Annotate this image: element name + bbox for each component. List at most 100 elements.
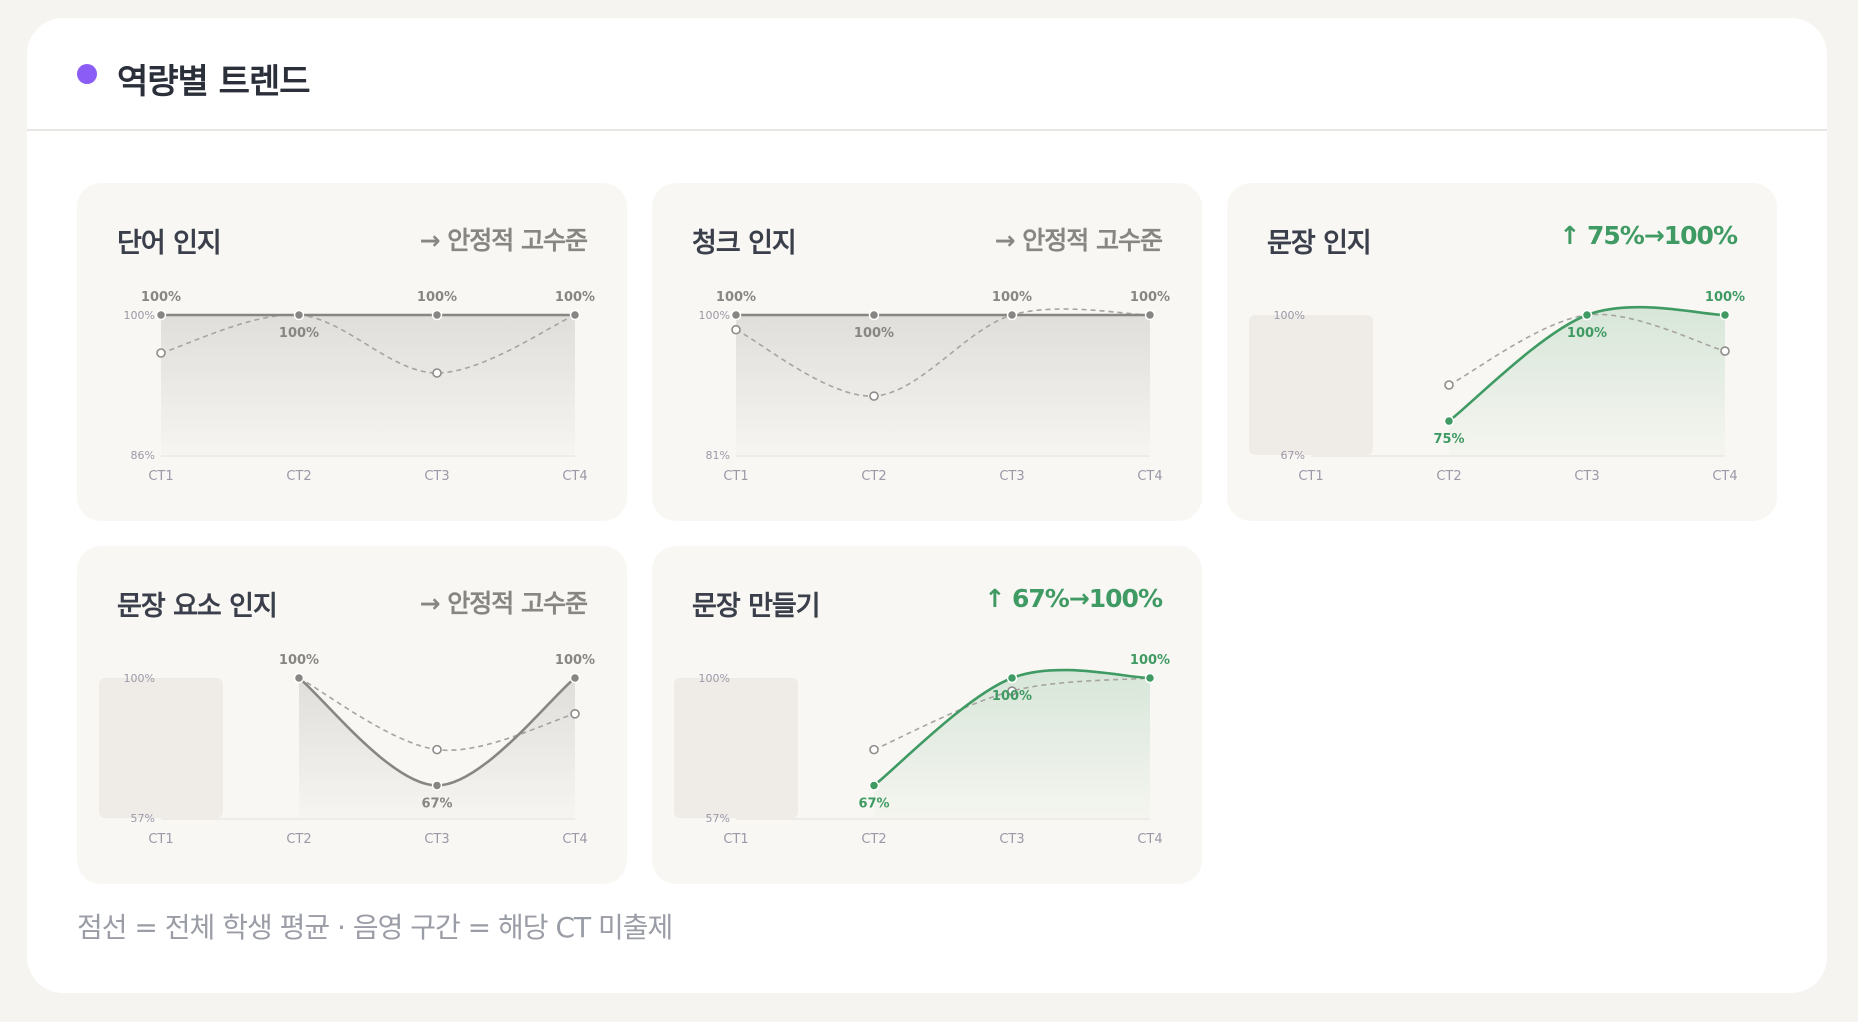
trend-chart: 100% 57% CT1 CT2 CT3 CT4 67% 100% 100% xyxy=(674,653,1170,847)
panel-chunk-recognition: 청크 인지 → 안정적 고수준 100% 81% CT1 CT2 CT3 CT4 100% 1… xyxy=(652,183,1202,521)
data-label: 100% xyxy=(555,653,595,668)
panel-title: 문장 인지 xyxy=(1267,228,1372,259)
student-point xyxy=(730,309,742,321)
average-point xyxy=(869,744,879,755)
panel-word-recognition: 단어 인지 → 안정적 고수준 100% 86% CT1 CT2 CT3 CT4 100% 1… xyxy=(77,183,627,521)
average-point xyxy=(570,709,580,719)
x-tick-label: CT1 xyxy=(148,832,173,847)
y-tick-label: 100% xyxy=(699,672,730,685)
student-point xyxy=(1719,309,1731,321)
x-tick-label: CT2 xyxy=(286,832,311,847)
y-tick-label: 57% xyxy=(131,812,155,825)
x-tick-label: CT2 xyxy=(286,469,311,484)
average-line xyxy=(735,308,1151,397)
x-tick-label: CT4 xyxy=(1137,832,1162,847)
footnote: 점선 = 전체 학생 평균 · 음영 구간 = 해당 CT 미출제 xyxy=(77,911,673,944)
average-line xyxy=(873,677,1151,751)
area-fill xyxy=(736,315,1150,455)
missing-band xyxy=(674,678,798,818)
trend-chart: 100% 81% CT1 CT2 CT3 CT4 100% 100% 100% 100% xyxy=(699,290,1171,484)
data-label: 100% xyxy=(141,290,181,305)
average-point xyxy=(731,324,741,335)
y-tick-label: 100% xyxy=(124,672,155,685)
average-point xyxy=(869,391,879,401)
y-tick-label: 81% xyxy=(706,449,730,462)
y-tick-label: 86% xyxy=(131,449,155,462)
student-point xyxy=(293,672,305,684)
trend-card: 역량별 트렌드 단어 인지 → 안정적 고수준 100% 86% CT1 CT2 CT3… xyxy=(27,18,1827,993)
area-fill xyxy=(161,315,575,455)
data-label: 100% xyxy=(716,290,756,305)
panel-trend: → 안정적 고수준 xyxy=(419,226,588,255)
y-tick-label: 100% xyxy=(124,309,155,322)
student-point xyxy=(868,309,880,321)
data-label: 75% xyxy=(1433,432,1464,447)
x-tick-label: CT1 xyxy=(1298,469,1323,484)
average-point xyxy=(1007,686,1017,696)
x-tick-label: CT3 xyxy=(424,469,449,484)
data-label: 100% xyxy=(992,689,1032,704)
panel-sentence-recognition: 문장 인지 ↑ 75%→100% 100% 67% CT1 CT2 CT3 CT4 75% 1… xyxy=(1227,183,1777,521)
student-point xyxy=(1581,309,1593,321)
panel-title: 문장 요소 인지 xyxy=(117,591,278,622)
x-tick-label: CT3 xyxy=(424,832,449,847)
trend-chart: 100% 86% CT1 CT2 CT3 CT4 100% 100% 100% 100% xyxy=(124,290,596,484)
student-point xyxy=(155,309,167,321)
y-tick-label: 100% xyxy=(699,309,730,322)
average-point xyxy=(1444,380,1454,390)
student-point xyxy=(1006,672,1018,684)
area-fill xyxy=(1449,307,1725,455)
y-tick-label: 100% xyxy=(1274,309,1305,322)
data-label: 100% xyxy=(1705,290,1745,305)
data-label: 100% xyxy=(992,290,1032,305)
student-point xyxy=(431,309,443,321)
panel-title: 문장 만들기 xyxy=(692,591,821,622)
x-tick-label: CT2 xyxy=(861,469,886,484)
x-tick-label: CT1 xyxy=(148,469,173,484)
card-header: 역량별 트렌드 xyxy=(27,18,1827,131)
panel-sentence-element-recognition: 문장 요소 인지 → 안정적 고수준 100% 57% CT1 CT2 CT3 CT4 10… xyxy=(77,546,627,884)
student-point xyxy=(431,780,443,791)
student-point xyxy=(1006,309,1018,321)
trend-chart: 100% 67% CT1 CT2 CT3 CT4 75% 100% 100% xyxy=(1249,290,1745,484)
header-dot-icon xyxy=(77,64,97,84)
average-point xyxy=(156,348,166,358)
data-label: 100% xyxy=(417,290,457,305)
data-label: 100% xyxy=(555,290,595,305)
student-point xyxy=(1443,415,1455,427)
x-tick-label: CT2 xyxy=(861,832,886,847)
average-point xyxy=(1720,346,1730,356)
data-label: 100% xyxy=(854,326,894,341)
panel-title: 청크 인지 xyxy=(692,228,797,259)
x-tick-label: CT4 xyxy=(1712,469,1737,484)
data-label: 67% xyxy=(858,796,889,811)
y-tick-label: 57% xyxy=(706,812,730,825)
student-point xyxy=(293,309,305,321)
missing-band xyxy=(99,678,223,818)
data-label: 100% xyxy=(1567,326,1607,341)
panel-trend: ↑ 67%→100% xyxy=(984,584,1163,613)
x-tick-label: CT3 xyxy=(999,832,1024,847)
x-tick-label: CT1 xyxy=(723,469,748,484)
student-point xyxy=(1144,672,1156,684)
student-point xyxy=(569,309,581,321)
x-tick-label: CT4 xyxy=(562,832,587,847)
data-label: 100% xyxy=(1130,653,1170,668)
data-label: 100% xyxy=(279,326,319,341)
data-label: 67% xyxy=(421,796,452,811)
panel-trend: ↑ 75%→100% xyxy=(1559,221,1738,250)
x-tick-label: CT2 xyxy=(1436,469,1461,484)
data-label: 100% xyxy=(1130,290,1170,305)
student-point xyxy=(1144,309,1156,321)
missing-band xyxy=(1249,315,1373,455)
area-fill xyxy=(299,678,575,818)
average-point xyxy=(432,744,442,755)
panel-trend: → 안정적 고수준 xyxy=(419,589,588,618)
x-tick-label: CT4 xyxy=(562,469,587,484)
x-tick-label: CT3 xyxy=(999,469,1024,484)
panel-title: 단어 인지 xyxy=(117,228,222,259)
x-tick-label: CT1 xyxy=(723,832,748,847)
data-label: 100% xyxy=(279,653,319,668)
average-point xyxy=(432,368,442,378)
area-fill xyxy=(874,670,1150,818)
